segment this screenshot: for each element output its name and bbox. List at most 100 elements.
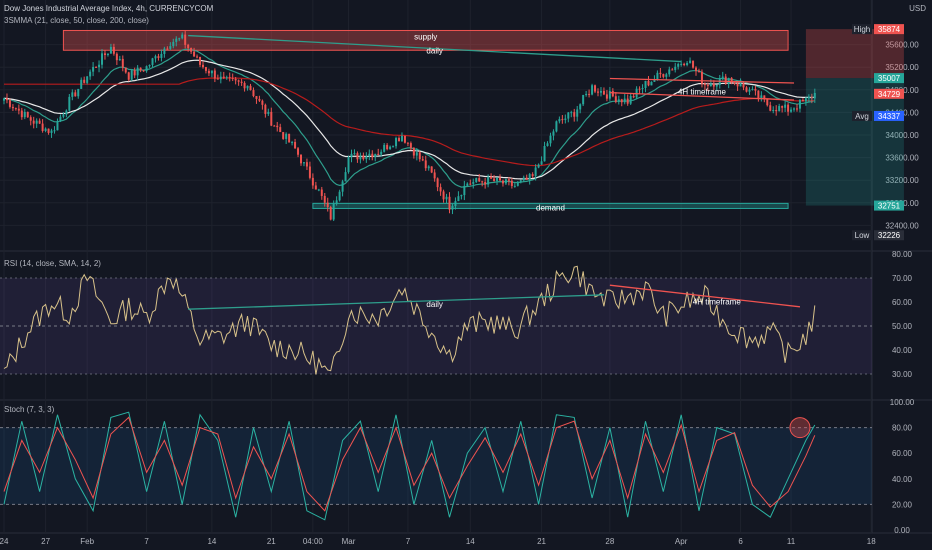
x-tick-label: 6 — [738, 537, 743, 546]
candle-body — [469, 183, 472, 185]
candle-body — [163, 48, 166, 54]
candle-body — [692, 60, 695, 68]
candle-body — [760, 95, 763, 99]
candle-body — [109, 46, 112, 54]
candle-body — [620, 99, 623, 103]
candle-body — [787, 104, 790, 112]
stoch-legend[interactable]: Stoch (7, 3, 3) — [4, 405, 55, 414]
price-tick-label: 35600.00 — [885, 41, 919, 50]
candle-body — [807, 96, 810, 99]
chart-title: Dow Jones Industrial Average Index, 4h, … — [4, 4, 214, 13]
candle-body — [210, 70, 213, 74]
candle-body — [522, 177, 525, 181]
rsi-tick-label: 60.00 — [892, 298, 913, 307]
x-tick-label: Feb — [80, 537, 94, 546]
x-tick-label: 7 — [406, 537, 411, 546]
rsi-legend[interactable]: RSI (14, close, SMA, 14, 2) — [4, 259, 101, 268]
candle-body — [139, 67, 142, 71]
candle-body — [347, 157, 350, 173]
candle-body — [160, 53, 163, 58]
candle-body — [614, 96, 617, 102]
candle-body — [329, 207, 332, 220]
candle-body — [314, 185, 317, 190]
candle-body — [44, 128, 47, 131]
candle-body — [525, 177, 528, 180]
candle-body — [501, 180, 504, 184]
candle-body — [537, 164, 540, 168]
candle-body — [781, 106, 784, 108]
candle-body — [270, 111, 273, 126]
candle-body — [424, 160, 427, 169]
price-label-value: 34337 — [878, 112, 901, 121]
stoch-highlight-circle — [789, 417, 811, 439]
price-label-box — [874, 73, 904, 84]
candle-body — [273, 125, 276, 127]
candle-body — [748, 89, 751, 92]
candle-body — [112, 46, 115, 54]
candle-body — [371, 153, 374, 158]
candle-body — [341, 181, 344, 192]
candle-body — [712, 83, 715, 87]
price-tick-label: 35200.00 — [885, 63, 919, 72]
candle-body — [276, 125, 279, 128]
candle-body — [285, 133, 288, 139]
candle-body — [222, 76, 225, 78]
ma-legend[interactable]: 3SMMA (21, close, 50, close, 200, close) — [4, 16, 149, 25]
stoch-d-line — [3, 416, 816, 512]
candle-body — [365, 156, 368, 160]
candle-body — [400, 135, 403, 142]
x-tick-label: 21 — [267, 537, 276, 546]
candle-body — [157, 56, 160, 58]
ma-21-line — [3, 48, 815, 188]
candle-body — [769, 105, 772, 111]
candle-body — [8, 100, 11, 107]
candle-body — [291, 142, 294, 144]
candle-body — [65, 110, 68, 115]
candle-body — [392, 146, 395, 148]
candle-body — [721, 76, 724, 79]
candle-body — [496, 177, 499, 181]
candle-body — [706, 85, 709, 87]
candle-body — [442, 191, 445, 200]
candle-body — [255, 96, 258, 99]
candle-body — [683, 63, 686, 66]
candle-body — [709, 83, 712, 87]
price-tick-label: 33600.00 — [885, 154, 919, 163]
candle-body — [674, 66, 677, 70]
candle-body — [127, 72, 130, 80]
candle-body — [724, 76, 727, 84]
candle-body — [605, 94, 608, 99]
price-label-box — [874, 110, 904, 121]
price-label-value: 34729 — [878, 90, 901, 99]
candle-body — [207, 70, 210, 74]
candle-body — [246, 85, 249, 89]
candle-body — [106, 53, 109, 56]
candle-body — [213, 70, 216, 79]
rsi-tick-label: 80.00 — [892, 250, 913, 259]
candle-body — [650, 81, 653, 86]
candle-body — [460, 195, 463, 197]
candle-body — [326, 202, 329, 208]
demand-zone — [312, 202, 789, 209]
candle-body — [540, 161, 543, 165]
rsi-trendline — [188, 294, 604, 310]
candle-body — [472, 181, 475, 184]
x-tick-label: 27 — [41, 537, 50, 546]
price-label-tag: Avg — [855, 112, 869, 121]
candle-body — [647, 80, 650, 86]
candle-body — [579, 104, 582, 110]
candle-body — [368, 153, 371, 157]
candle-body — [23, 111, 26, 118]
candle-body — [490, 176, 493, 179]
candle-body — [415, 152, 418, 156]
x-tick-label: 14 — [207, 537, 216, 546]
candle-body — [118, 58, 121, 61]
candle-body — [766, 99, 769, 106]
price-label-tag: Low — [855, 231, 870, 240]
candle-body — [332, 203, 335, 220]
candle-body — [148, 64, 151, 67]
candle-body — [225, 77, 228, 79]
candle-body — [671, 69, 674, 71]
candle-body — [772, 110, 775, 112]
